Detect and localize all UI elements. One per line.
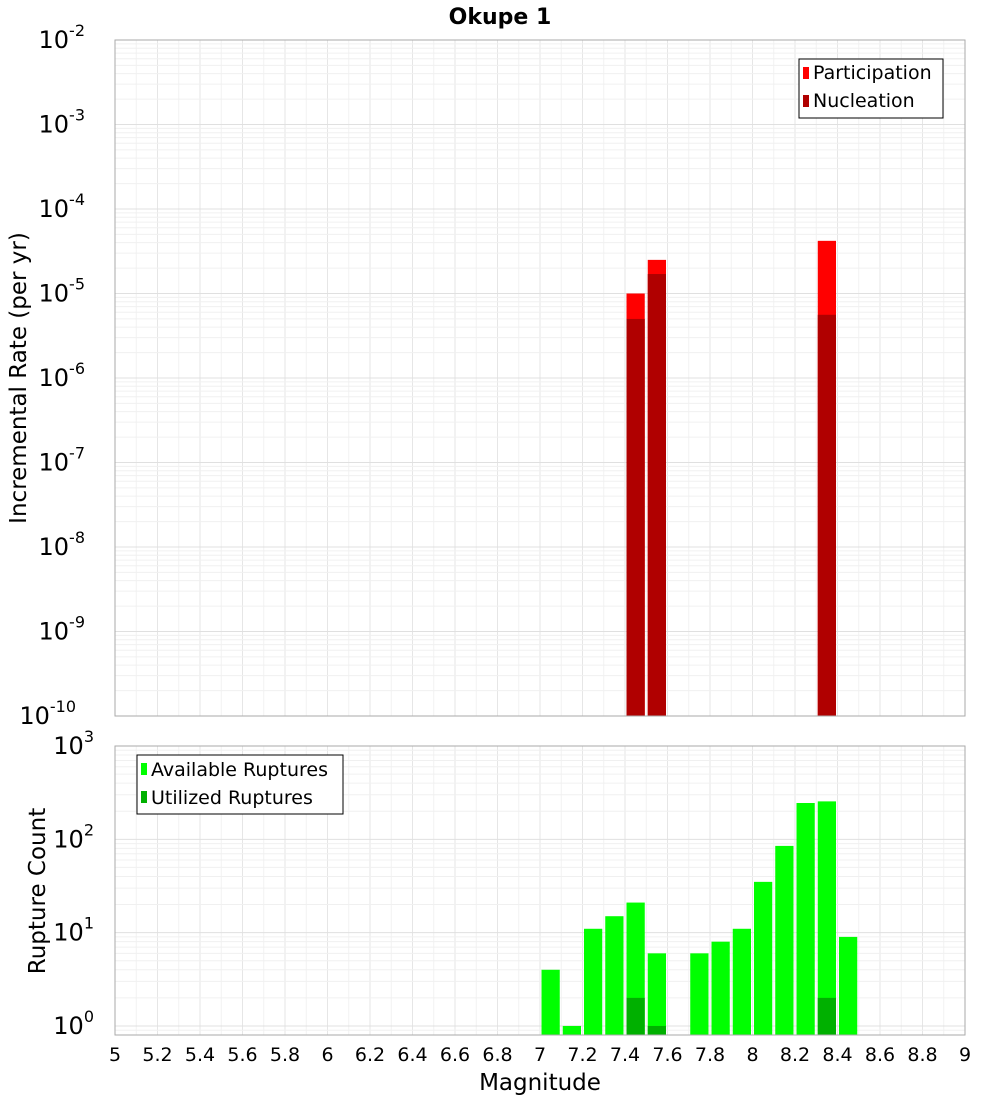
y-tick-label: 10-4: [39, 190, 86, 223]
x-tick-label: 8.6: [865, 1044, 895, 1066]
bar-available-ruptures: [732, 928, 751, 1035]
bottom-legend: Available Ruptures Utilized Ruptures: [136, 754, 344, 815]
bar-available-ruptures: [541, 969, 560, 1035]
bar-nucleation: [817, 314, 836, 716]
legend-swatch-available-ruptures: [141, 763, 147, 775]
bar-available-ruptures: [647, 953, 666, 1035]
x-tick-label: 9: [959, 1044, 971, 1066]
bar-available-ruptures: [711, 941, 730, 1035]
x-tick-label: 5.2: [142, 1044, 172, 1066]
bar-utilized-ruptures: [817, 997, 836, 1035]
x-axis-label: Magnitude: [479, 1070, 601, 1096]
y-tick-label: 103: [53, 727, 94, 760]
x-tick-label: 6.4: [397, 1044, 427, 1066]
bar-available-ruptures: [817, 801, 836, 1035]
y-tick-label: 10-6: [39, 359, 86, 392]
x-tick-label: 5: [109, 1044, 121, 1066]
top-plot-border: [114, 39, 966, 717]
bar-available-ruptures: [690, 953, 709, 1035]
y-tick-label: 10-10: [19, 697, 76, 730]
y-tick-label: 10-8: [39, 528, 86, 561]
x-tick-label: 6.8: [482, 1044, 512, 1066]
legend-swatch-participation: [803, 67, 809, 79]
bottom-y-tick-labels: 100 101 102 103: [53, 727, 94, 1040]
y-tick-label: 10-2: [39, 21, 86, 54]
bar-available-ruptures: [754, 881, 773, 1035]
top-y-tick-labels: 10-10 10-9 10-8 10-7 10-6 10-5 10-4 10-3 10-2: [19, 21, 85, 730]
top-y-axis-label: Incremental Rate (per yr): [6, 232, 32, 524]
y-tick-label: 100: [53, 1007, 94, 1040]
x-tick-label: 6.6: [440, 1044, 470, 1066]
y-tick-label: 10-3: [39, 106, 86, 139]
bar-available-ruptures: [584, 928, 603, 1035]
bottom-y-axis-label: Rupture Count: [25, 808, 51, 974]
bar-available-ruptures: [605, 916, 624, 1035]
y-tick-label: 102: [53, 820, 94, 853]
bar-available-ruptures: [839, 936, 858, 1035]
x-tick-label: 7.2: [567, 1044, 597, 1066]
bar-nucleation: [647, 274, 666, 716]
top-legend-box: [798, 58, 944, 119]
bottom-plot-border: [114, 745, 966, 1036]
x-tick-label: 7.8: [695, 1044, 725, 1066]
x-tick-label: 5.8: [270, 1044, 300, 1066]
y-tick-label: 10-5: [39, 275, 86, 308]
legend-label-available-ruptures: Available Ruptures: [151, 759, 328, 781]
x-tick-label: 8: [746, 1044, 758, 1066]
x-tick-label: 8.4: [822, 1044, 852, 1066]
legend-label-participation: Participation: [813, 62, 932, 84]
x-tick-label: 7.4: [610, 1044, 640, 1066]
x-tick-label: 7: [534, 1044, 546, 1066]
bar-nucleation: [626, 318, 645, 716]
bar-available-ruptures: [775, 845, 794, 1035]
x-tick-label: 8.2: [780, 1044, 810, 1066]
y-tick-label: 10-9: [39, 613, 86, 646]
x-tick-label: 5.6: [227, 1044, 257, 1066]
top-panel: 10-10 10-9 10-8 10-7 10-6 10-5 10-4 10-3 10-2 In…: [6, 21, 966, 730]
bar-utilized-ruptures: [647, 1025, 666, 1035]
y-tick-label: 101: [53, 914, 94, 947]
chart-title: Okupe 1: [449, 5, 552, 30]
x-tick-label: 8.8: [907, 1044, 937, 1066]
top-bars: [626, 240, 836, 716]
x-tick-labels: 5 5.2 5.4 5.6 5.8 6 6.2 6.4 6.6 6.8 7 7.2 7.4 7.6 7.8 8…: [109, 1044, 971, 1066]
x-tick-label: 6: [321, 1044, 333, 1066]
bottom-bars: [541, 801, 858, 1035]
bottom-panel: 100 101 102 103 5 5.2 5.4 5.6 5.8 6 6.2 6.4 6.6 6.8 7…: [25, 727, 971, 1096]
legend-swatch-utilized-ruptures: [141, 791, 147, 803]
top-gridlines: [114, 40, 966, 717]
legend-label-utilized-ruptures: Utilized Ruptures: [151, 787, 313, 809]
x-tick-label: 6.2: [355, 1044, 385, 1066]
legend-swatch-nucleation: [803, 95, 809, 107]
legend-label-nucleation: Nucleation: [813, 90, 915, 112]
y-tick-label: 10-7: [39, 444, 86, 477]
bottom-legend-box: [136, 754, 344, 815]
x-tick-label: 5.4: [185, 1044, 215, 1066]
bar-available-ruptures: [796, 803, 815, 1035]
x-tick-label: 7.6: [652, 1044, 682, 1066]
top-legend: Participation Nucleation: [798, 58, 944, 119]
bar-available-ruptures: [562, 1025, 581, 1035]
bar-utilized-ruptures: [626, 997, 645, 1035]
